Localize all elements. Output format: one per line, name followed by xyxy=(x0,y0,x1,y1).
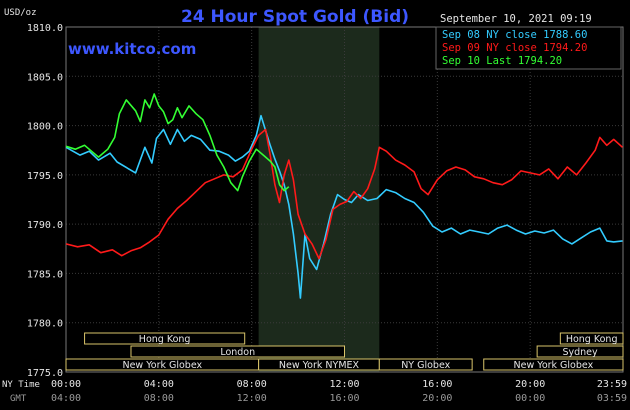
session-label: London xyxy=(220,347,255,358)
session-bar xyxy=(130,345,345,358)
session-label: Sydney xyxy=(562,347,598,358)
x-tick-label-gmt: 04:00 xyxy=(51,393,81,404)
axes: 1810.0 1805.0 1800.0 1795.0 1790.0 1785.0 1780… xyxy=(27,23,627,404)
legend-box xyxy=(435,26,622,70)
x-tick-label-ny: 08:00 xyxy=(237,379,267,390)
y-tick-label: 1800.0 xyxy=(27,122,63,133)
x-row-label-gmt: GMT xyxy=(10,394,27,404)
x-tick-label-gmt: 20:00 xyxy=(422,393,452,404)
session-label: New York Globex xyxy=(514,360,594,371)
session-label: New York NYMEX xyxy=(279,360,360,371)
x-tick-label-gmt: 08:00 xyxy=(144,393,174,404)
session-label: Hong Kong xyxy=(566,334,618,345)
session-bars: Hong Kong Hong Kong London Sydney New York G… xyxy=(65,332,624,371)
shaded-trading-region xyxy=(258,27,380,372)
session-bar xyxy=(378,358,473,371)
y-tick-label: 1785.0 xyxy=(27,269,63,280)
x-tick-label-ny: 23:59 xyxy=(597,379,627,390)
datetime-label: September 10, 2021 09:19 xyxy=(440,13,592,25)
series-line-3 xyxy=(65,93,290,192)
x-tick-label-ny: 16:00 xyxy=(422,379,452,390)
y-tick-label: 1775.0 xyxy=(27,368,63,379)
legend: Sep 08 NY close 1788.60 Sep 09 NY close … xyxy=(435,26,622,70)
y-axis-label: USD/oz xyxy=(4,8,37,18)
session-label: New York Globex xyxy=(122,360,202,371)
legend-entry-sep08: Sep 08 NY close 1788.60 xyxy=(442,29,587,41)
chart-title: 24 Hour Spot Gold (Bid) xyxy=(181,7,409,27)
plot-area xyxy=(65,26,624,373)
series-line-1 xyxy=(65,114,623,299)
x-tick-label-gmt: 12:00 xyxy=(237,393,267,404)
watermark-text: www.kitco.com xyxy=(68,40,196,58)
x-tick-label-ny: 04:00 xyxy=(144,379,174,390)
session-bar xyxy=(559,332,624,345)
y-tick-label: 1805.0 xyxy=(27,72,63,83)
legend-entry-sep09: Sep 09 NY close 1794.20 xyxy=(442,42,587,54)
x-tick-label-ny: 12:00 xyxy=(329,379,359,390)
y-tick-label: 1790.0 xyxy=(27,220,63,231)
legend-entry-sep10: Sep 10 Last 1794.20 xyxy=(442,55,562,67)
plot-border xyxy=(65,26,624,373)
y-tick-label: 1795.0 xyxy=(27,171,63,182)
session-bar xyxy=(483,358,624,371)
x-row-label-ny: NY Time xyxy=(2,380,40,390)
x-tick-label-gmt: 16:00 xyxy=(329,393,359,404)
y-tick-label: 1810.0 xyxy=(27,23,63,34)
y-tick-label: 1780.0 xyxy=(27,319,63,330)
session-bar xyxy=(84,332,246,345)
x-tick-label-ny: 00:00 xyxy=(51,379,81,390)
session-label: NY Globex xyxy=(401,360,450,371)
x-tick-label-gmt: 00:00 xyxy=(515,393,545,404)
x-tick-label-ny: 20:00 xyxy=(515,379,545,390)
session-bar xyxy=(536,345,624,358)
session-label: Hong Kong xyxy=(139,334,191,345)
series-line-2 xyxy=(65,128,624,260)
x-tick-label-gmt: 03:59 xyxy=(597,393,627,404)
